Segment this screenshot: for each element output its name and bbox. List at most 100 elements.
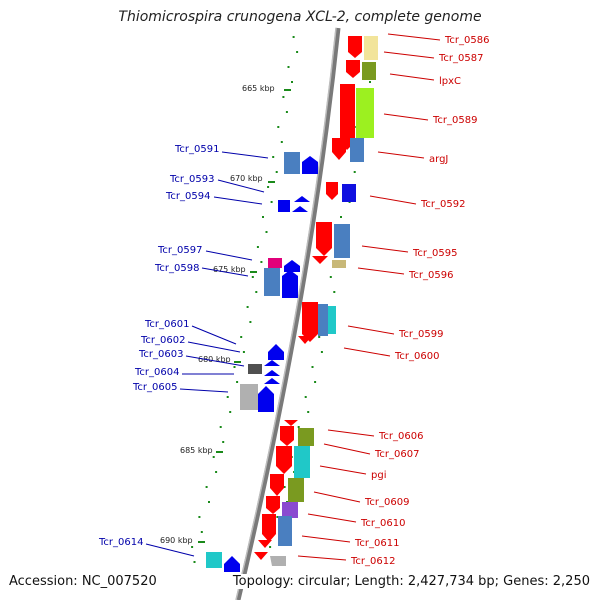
gene-block[interactable] (240, 384, 258, 410)
gc-dot (296, 51, 299, 53)
gene-arrow[interactable] (224, 556, 240, 572)
gene-label[interactable]: Tcr_0595 (412, 248, 457, 259)
gc-dot (329, 276, 332, 278)
gene-label[interactable]: Tcr_0599 (398, 329, 443, 340)
gc-dot (208, 501, 210, 503)
gene-arrow[interactable] (258, 386, 274, 412)
gene-label[interactable]: Tcr_0596 (408, 270, 453, 281)
gene-label[interactable]: Tcr_0592 (420, 199, 465, 210)
gc-dot (236, 381, 239, 383)
gene-arrow[interactable] (268, 344, 284, 360)
genome-backbone (235, 27, 341, 600)
gc-dot (191, 546, 194, 548)
gc-dot (215, 471, 218, 473)
gene-arrow[interactable] (292, 206, 308, 212)
gene-label[interactable]: Tcr_0594 (165, 191, 210, 202)
gene-label[interactable]: lpxC (439, 76, 461, 87)
gc-dot (256, 246, 259, 248)
gene-block[interactable] (294, 446, 310, 478)
gene-label[interactable]: Tcr_0611 (354, 538, 399, 549)
gene-arrow[interactable] (302, 302, 318, 342)
gene-block[interactable] (278, 516, 292, 546)
gene-label[interactable]: Tcr_0601 (144, 319, 189, 330)
gene-label[interactable]: Tcr_0614 (98, 537, 143, 548)
tick-label: 680 kbp (198, 355, 231, 364)
gene-label[interactable]: Tcr_0612 (350, 556, 395, 567)
gene-block[interactable] (350, 138, 364, 162)
gc-dot (219, 426, 222, 428)
gene-arrow[interactable] (294, 196, 310, 202)
gene-arrow[interactable] (340, 84, 355, 150)
scale-ticks: 665 kbp 670 kbp 675 kbp 680 kbp 685 kbp … (160, 84, 291, 545)
gene-arrow[interactable] (276, 446, 292, 474)
gene-label[interactable]: Tcr_0600 (394, 351, 439, 362)
gene-label[interactable]: Tcr_0602 (140, 335, 185, 346)
gene-block[interactable] (298, 428, 314, 446)
gene-arrow[interactable] (298, 336, 312, 344)
gene-arrow[interactable] (282, 270, 298, 298)
gene-label[interactable]: argJ (429, 154, 448, 165)
gene-arrow[interactable] (262, 514, 276, 542)
gene-label[interactable]: Tcr_0610 (360, 518, 405, 529)
gc-dot (369, 81, 371, 83)
gene-block[interactable] (288, 478, 304, 502)
gene-arrow[interactable] (348, 36, 362, 58)
gene-arrow[interactable] (266, 496, 280, 514)
gene-label[interactable]: Tcr_0606 (378, 431, 423, 442)
gene-label[interactable]: Tcr_0587 (438, 53, 483, 64)
gene-block[interactable] (332, 260, 346, 268)
gene-label[interactable]: Tcr_0609 (364, 497, 409, 508)
gc-dot (287, 66, 290, 68)
gene-block[interactable] (268, 258, 282, 268)
gene-block[interactable] (356, 88, 374, 138)
gene-block[interactable] (206, 552, 222, 568)
gene-label[interactable]: Tcr_0593 (169, 174, 214, 185)
gene-arrow[interactable] (316, 222, 332, 256)
gene-block[interactable] (334, 224, 350, 258)
gene-arrow[interactable] (280, 426, 294, 446)
gene-arrow[interactable] (264, 378, 280, 384)
gene-block[interactable] (364, 36, 378, 60)
gene-arrow[interactable] (270, 474, 284, 496)
gene-block[interactable] (282, 502, 298, 518)
gc-dot (353, 171, 356, 173)
gene-arrow[interactable] (284, 260, 300, 272)
gene-block[interactable] (278, 200, 290, 212)
gene-arrow[interactable] (264, 370, 280, 376)
gene-arrow[interactable] (258, 540, 272, 548)
gene-block[interactable] (362, 62, 376, 80)
gene-arrow[interactable] (346, 60, 360, 78)
gc-dot (240, 336, 243, 338)
gene-label[interactable]: Tcr_0591 (174, 144, 219, 155)
gene-arrow[interactable] (302, 156, 318, 174)
gc-dot (311, 366, 314, 368)
tick-label: 675 kbp (213, 265, 246, 274)
gene-block[interactable] (328, 306, 336, 334)
gene-label[interactable]: Tcr_0604 (134, 367, 179, 378)
gene-block[interactable] (318, 304, 328, 336)
gene-arrow[interactable] (332, 138, 346, 160)
gene-block[interactable] (248, 364, 262, 374)
genome-backbone-highlight (235, 27, 337, 600)
gene-arrow[interactable] (254, 552, 268, 560)
gene-arrow[interactable] (326, 182, 338, 200)
gene-label[interactable]: pgi (371, 470, 386, 481)
gc-dot (267, 186, 270, 188)
gene-label[interactable]: Tcr_0603 (138, 349, 183, 360)
gene-label[interactable]: Tcr_0607 (374, 449, 419, 460)
gene-arrow[interactable] (264, 360, 280, 366)
gene-label[interactable]: Tcr_0589 (432, 115, 477, 126)
gene-label[interactable]: Tcr_0598 (154, 263, 199, 274)
gene-block[interactable] (264, 268, 280, 296)
gc-dot (333, 291, 336, 293)
accession-label: Accession: NC_007520 (9, 574, 157, 589)
gene-block[interactable] (342, 184, 356, 202)
gene-label[interactable]: Tcr_0597 (157, 245, 202, 256)
gene-label[interactable]: Tcr_0605 (132, 382, 177, 393)
gene-label[interactable]: Tcr_0586 (444, 35, 489, 46)
gene-arrow[interactable] (312, 256, 328, 264)
gc-dot (320, 351, 323, 353)
gene-block[interactable] (284, 152, 300, 174)
gene-arrow[interactable] (284, 420, 298, 426)
gene-arrow[interactable] (270, 556, 286, 566)
